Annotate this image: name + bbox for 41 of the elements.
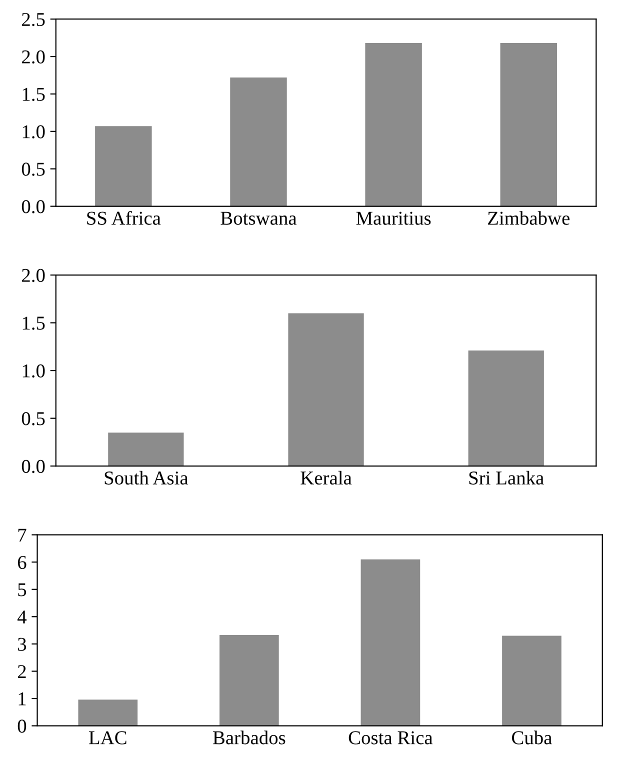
x-tick-label: South Asia [104,470,188,485]
x-tick-label: Costa Rica [348,731,433,744]
x-tick-label: Sri Lanka [469,470,544,485]
x-tick-label: Botswana [220,212,297,225]
bar [78,700,138,726]
bar [468,350,544,466]
y-tick-label: 0.5 [22,412,45,426]
y-tick-label: 3 [18,638,26,651]
bar [108,432,184,466]
y-tick-label: 1.5 [22,316,45,330]
y-tick-label: 2.5 [22,12,45,26]
bar [502,636,562,726]
y-tick-label: 2 [18,665,26,678]
y-tick-label: 2.0 [22,268,45,282]
y-tick-label: 1 [18,692,26,706]
x-tick-label: Cuba [512,730,552,744]
x-tick-label: SS Africa [87,210,161,225]
x-tick-label: Mauritius [356,212,431,225]
y-tick-label: 6 [18,556,26,570]
bar [95,126,152,206]
bar [360,559,420,726]
y-tick-label: 0.5 [22,162,45,176]
x-tick-label: Barbados [213,730,286,744]
bar [365,43,422,206]
x-tick-label: Zimbabwe [488,211,570,225]
x-tick-label: LAC [89,731,126,744]
x-tick-label: Kerala [300,470,352,485]
y-tick-label: 1.0 [22,125,45,138]
bar [500,43,557,206]
bar [288,313,364,466]
bar [220,634,279,726]
y-tick-label: 4 [18,610,27,624]
y-tick-label: 7 [18,528,26,542]
y-tick-label: 0 [18,720,26,733]
y-tick-label: 0.0 [22,460,45,474]
y-tick-label: 1.0 [22,364,45,378]
y-tick-label: 1.5 [22,88,45,101]
y-tick-label: 5 [18,583,26,596]
y-tick-label: 2.0 [22,50,45,64]
y-tick-label: 0.0 [22,200,45,214]
bar [230,78,287,206]
